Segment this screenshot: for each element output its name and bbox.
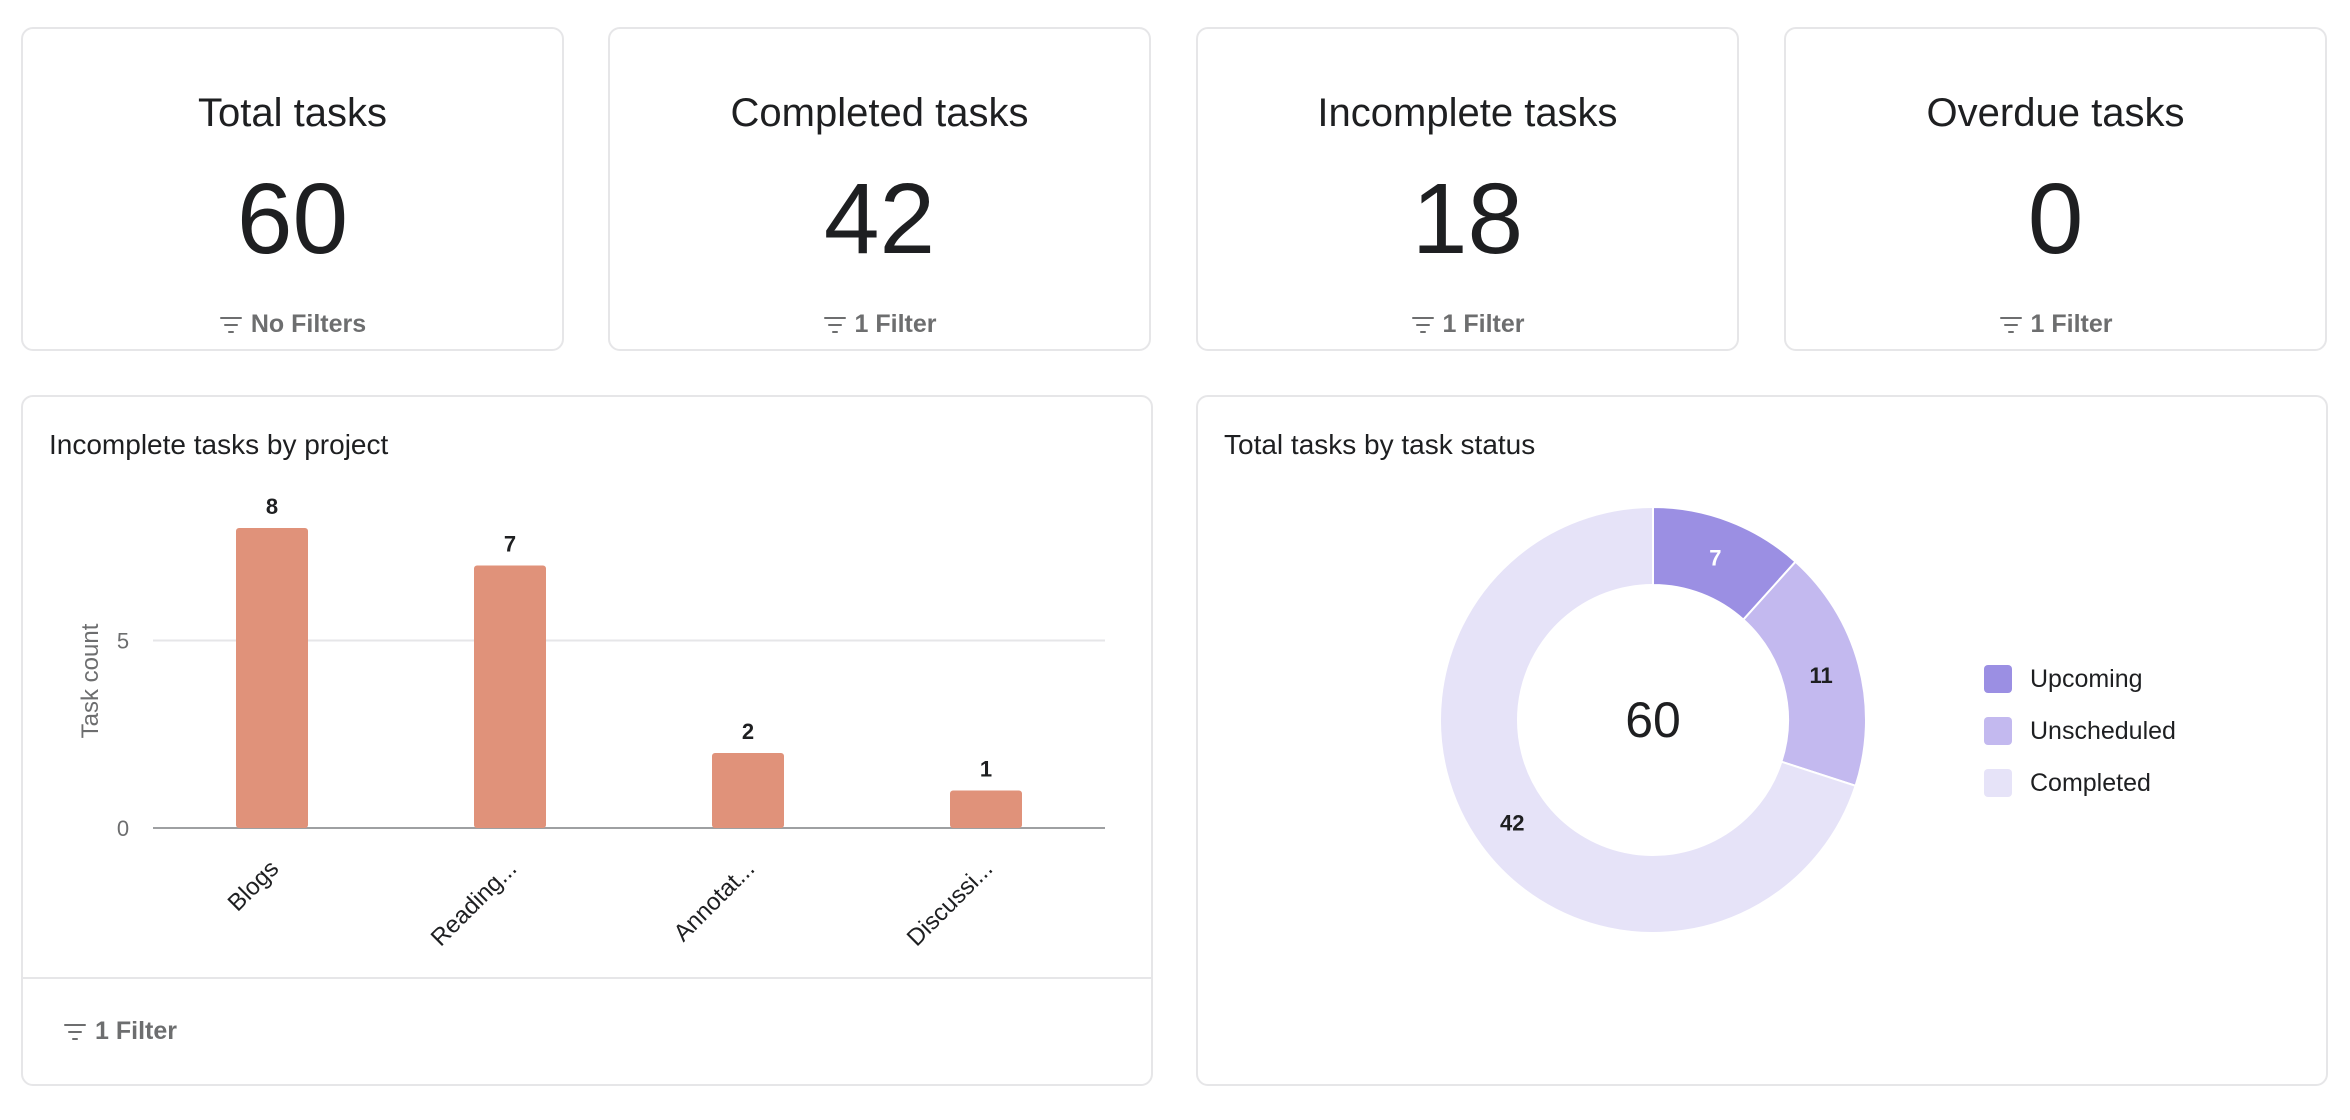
- chart-title: Incomplete tasks by project: [49, 429, 389, 460]
- stat-card-incomplete-tasks[interactable]: Incomplete tasks 18 1 Filter: [1196, 27, 1739, 351]
- legend-item-unscheduled[interactable]: Unscheduled: [1984, 705, 2176, 757]
- legend-label: Completed: [2030, 768, 2151, 797]
- filter-label: 1 Filter: [1442, 310, 1525, 338]
- chart-legend: Upcoming Unscheduled Completed: [1984, 653, 2176, 809]
- stat-value: 0: [2027, 163, 2084, 275]
- legend-item-completed[interactable]: Completed: [1984, 757, 2176, 809]
- chart-footer: 1 Filter: [23, 977, 1151, 1084]
- bar: [712, 753, 784, 828]
- stat-value: 18: [1411, 163, 1524, 275]
- filter-lines-icon: [64, 1023, 86, 1040]
- filter-label: No Filters: [250, 310, 367, 338]
- legend-item-upcoming[interactable]: Upcoming: [1984, 653, 2176, 705]
- x-tick-label: Blogs: [223, 855, 285, 917]
- bar-value-label: 2: [742, 719, 754, 744]
- stat-card-completed-tasks[interactable]: Completed tasks 42 1 Filter: [608, 27, 1151, 351]
- stat-value: 42: [823, 163, 936, 275]
- bar-value-label: 1: [980, 757, 992, 782]
- donut-slice-completed: [1439, 505, 1857, 934]
- stat-title: Overdue tasks: [1926, 91, 2185, 135]
- filter-button[interactable]: 1 Filter: [1786, 310, 2325, 339]
- stat-title: Completed tasks: [730, 91, 1029, 135]
- bar-value-label: 8: [266, 494, 278, 519]
- filter-button[interactable]: 1 Filter: [1198, 310, 1737, 339]
- x-tick-label: Reading...: [426, 855, 522, 951]
- legend-swatch: [1984, 665, 2012, 693]
- legend-swatch: [1984, 769, 2012, 797]
- filter-label: 1 Filter: [2030, 310, 2113, 338]
- x-tick-label: Annotat...: [668, 855, 760, 947]
- filter-button[interactable]: 1 Filter: [610, 310, 1149, 339]
- y-axis-label: Task count: [77, 623, 104, 738]
- x-tick-label: Discussi...: [902, 855, 998, 951]
- stat-title: Total tasks: [198, 91, 387, 135]
- filter-button[interactable]: 1 Filter: [63, 1017, 177, 1046]
- filter-lines-icon: [219, 316, 242, 333]
- bar: [474, 565, 546, 828]
- legend-swatch: [1984, 717, 2012, 745]
- stat-title: Incomplete tasks: [1317, 91, 1618, 135]
- legend-label: Upcoming: [2030, 664, 2143, 693]
- bar-value-label: 7: [504, 532, 516, 557]
- slice-value-label: 7: [1709, 546, 1721, 571]
- slice-value-label: 11: [1809, 663, 1832, 688]
- stat-card-overdue-tasks[interactable]: Overdue tasks 0 1 Filter: [1784, 27, 2327, 351]
- stat-value: 60: [236, 163, 349, 275]
- bar: [236, 528, 308, 828]
- chart-title: Total tasks by task status: [1224, 429, 1536, 460]
- donut-center-value: 60: [1625, 692, 1681, 748]
- filter-lines-icon: [1999, 316, 2022, 333]
- bar-chart: 0 5 Task count 8 Blogs 7 Reading... 2 Annotat...…: [77, 494, 1105, 952]
- filter-lines-icon: [1411, 316, 1434, 333]
- filter-button[interactable]: No Filters: [23, 310, 562, 339]
- y-tick-label: 5: [117, 629, 129, 654]
- slice-value-label: 42: [1500, 810, 1524, 835]
- filter-label: 1 Filter: [95, 1017, 177, 1045]
- bar: [950, 790, 1022, 828]
- stat-card-total-tasks[interactable]: Total tasks 60 No Filters: [21, 27, 564, 351]
- filter-label: 1 Filter: [854, 310, 937, 338]
- y-tick-label: 0: [117, 816, 129, 841]
- filter-lines-icon: [823, 316, 846, 333]
- donut-chart: 7 11 42 60: [1439, 505, 1867, 934]
- incomplete-tasks-by-project-card[interactable]: Incomplete tasks by project 0 5 Task count…: [21, 395, 1153, 1086]
- legend-label: Unscheduled: [2030, 716, 2176, 745]
- total-tasks-by-status-card[interactable]: Total tasks by task status 7 11 42 60 Upcom…: [1196, 395, 2328, 1086]
